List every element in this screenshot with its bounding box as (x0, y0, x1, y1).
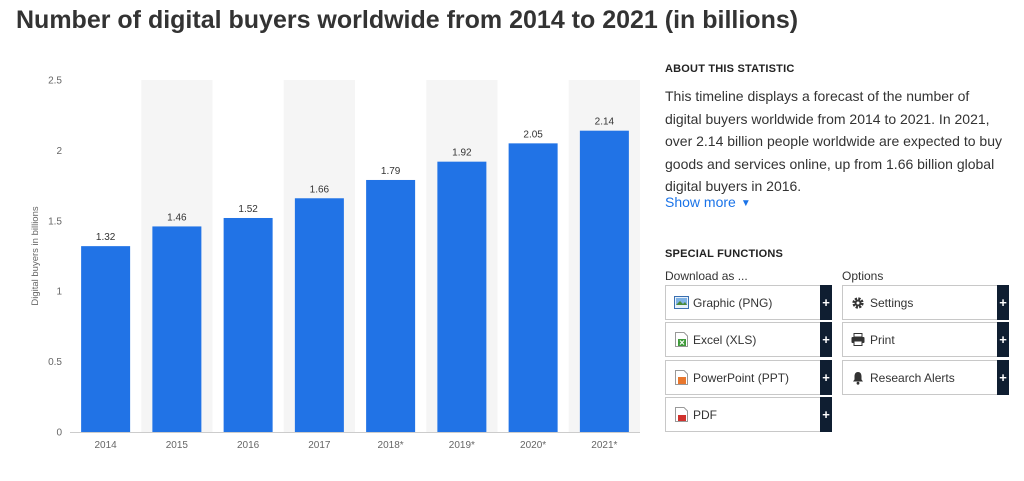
plus-icon: + (820, 285, 832, 320)
download-label: Download as ... (665, 269, 748, 283)
page-title: Number of digital buyers worldwide from … (16, 6, 799, 34)
data-label: 1.46 (167, 212, 187, 223)
bar (508, 143, 558, 433)
bar (437, 161, 487, 432)
research-alerts-label: Research Alerts (870, 370, 955, 385)
show-more-link[interactable]: Show more ▼ (665, 194, 751, 210)
pdf-file-icon (673, 407, 689, 423)
y-tick-label: 2.5 (48, 76, 62, 87)
gear-icon (850, 295, 866, 311)
plus-icon: + (820, 322, 832, 357)
data-label: 2.05 (523, 129, 543, 140)
settings-label: Settings (870, 295, 914, 310)
bar-chart: 0 0.5 1 1.5 2 2.5 Digital buyers in billions 1.… (0, 60, 645, 465)
bar (579, 130, 629, 433)
plus-icon: + (997, 322, 1009, 357)
plus-icon: + (820, 397, 832, 432)
plus-icon: + (997, 360, 1009, 395)
y-tick-label: 1 (56, 287, 62, 298)
x-tick-label: 2018* (378, 440, 404, 451)
png-file-icon (673, 295, 689, 311)
x-tick-label: 2019* (449, 440, 475, 451)
x-tick-label: 2015 (166, 440, 189, 451)
print-button[interactable]: Print + (842, 322, 1009, 357)
y-tick-label: 2 (56, 146, 62, 157)
bar (223, 217, 273, 432)
download-pdf-label: PDF (693, 407, 717, 422)
bar (294, 198, 344, 432)
download-xls-label: Excel (XLS) (693, 332, 757, 347)
download-png-button[interactable]: Graphic (PNG) + (665, 285, 832, 320)
download-ppt-button[interactable]: PowerPoint (PPT) + (665, 360, 832, 395)
data-label: 1.52 (238, 204, 258, 215)
data-label: 1.32 (96, 232, 116, 243)
bar (152, 226, 202, 432)
data-label: 1.79 (381, 166, 401, 177)
y-tick-label: 0 (56, 428, 62, 439)
plus-icon: + (997, 285, 1009, 320)
research-alerts-button[interactable]: Research Alerts + (842, 360, 1009, 395)
powerpoint-file-icon (673, 370, 689, 386)
excel-file-icon (673, 332, 689, 348)
data-label: 2.14 (595, 117, 615, 128)
x-tick-label: 2014 (95, 440, 118, 451)
y-tick-label: 1.5 (48, 216, 62, 227)
data-label: 1.66 (310, 184, 330, 195)
y-axis-label: Digital buyers in billions (30, 206, 41, 306)
data-label: 1.92 (452, 148, 472, 159)
printer-icon (850, 332, 866, 348)
show-more-label: Show more (665, 194, 736, 210)
bar (81, 246, 131, 432)
about-heading: ABOUT THIS STATISTIC (665, 63, 795, 75)
x-tick-label: 2020* (520, 440, 546, 451)
x-tick-label: 2017 (308, 440, 331, 451)
settings-button[interactable]: Settings + (842, 285, 1009, 320)
special-functions-heading: SPECIAL FUNCTIONS (665, 248, 784, 260)
options-label: Options (842, 269, 884, 283)
download-xls-button[interactable]: Excel (XLS) + (665, 322, 832, 357)
x-tick-label: 2021* (591, 440, 617, 451)
about-text: This timeline displays a forecast of the… (665, 88, 1002, 194)
download-png-label: Graphic (PNG) (693, 295, 773, 310)
download-ppt-label: PowerPoint (PPT) (693, 370, 790, 385)
x-tick-label: 2016 (237, 440, 260, 451)
print-label: Print (870, 332, 895, 347)
download-pdf-button[interactable]: PDF + (665, 397, 832, 432)
y-tick-label: 0.5 (48, 357, 62, 368)
bar (366, 179, 416, 432)
plus-icon: + (820, 360, 832, 395)
bell-icon (850, 370, 866, 386)
caret-down-icon: ▼ (740, 198, 751, 209)
